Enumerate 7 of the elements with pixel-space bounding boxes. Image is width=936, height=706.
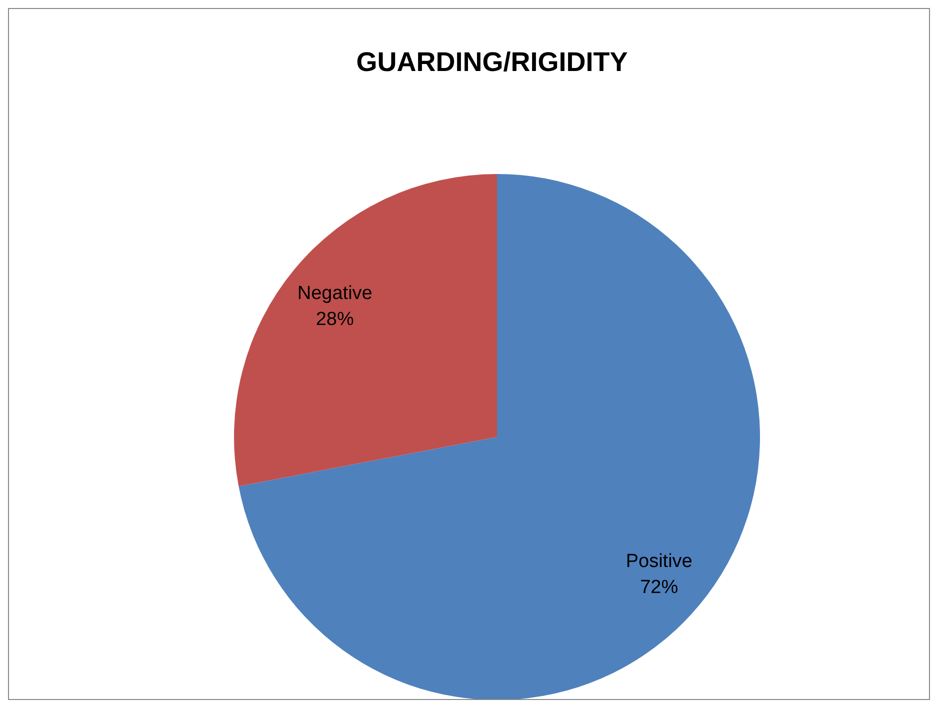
- slice-label: Negative: [297, 282, 372, 304]
- slice-label: Positive: [626, 551, 692, 572]
- pie-slice: [238, 174, 760, 699]
- data-label: 72%: [640, 577, 678, 598]
- pie-slice: [234, 174, 497, 486]
- data-label: 28%: [316, 308, 354, 330]
- chart-title: GUARDING/RIGIDITY: [356, 47, 628, 77]
